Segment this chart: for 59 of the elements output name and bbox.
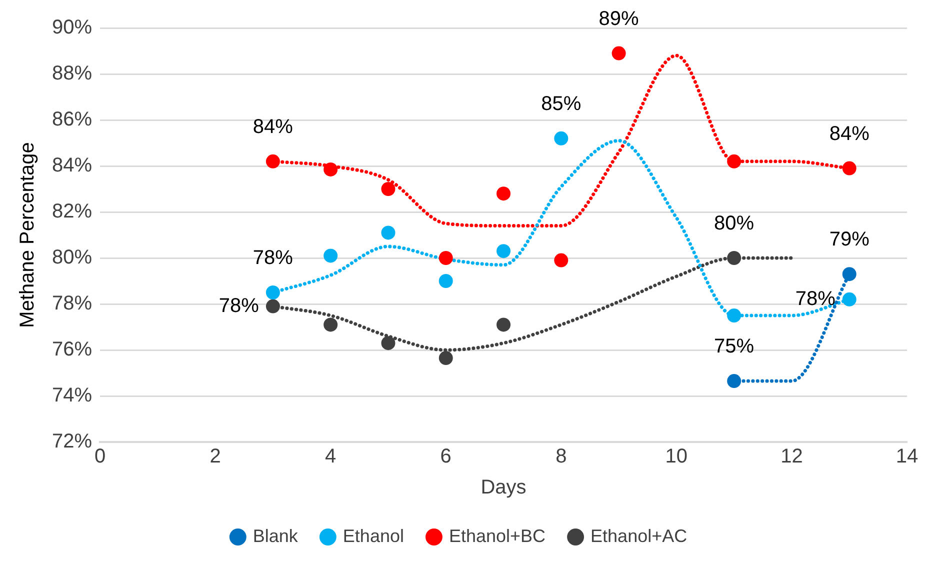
- y-tick-label: 86%: [52, 108, 92, 131]
- point: [727, 251, 742, 265]
- x-tick-label: 6: [440, 446, 452, 468]
- point: [496, 244, 511, 258]
- data-label: 78%: [795, 288, 836, 310]
- x-tick-label: 10: [665, 446, 688, 468]
- y-tick-label: 74%: [52, 384, 92, 407]
- data-label: 78%: [252, 247, 294, 270]
- x-tick-label: 4: [325, 446, 336, 468]
- x-tick-label: 12: [780, 446, 803, 468]
- y-tick-label: 84%: [52, 154, 92, 177]
- point: [381, 182, 396, 196]
- data-label: 89%: [598, 8, 640, 30]
- point: [727, 308, 742, 322]
- data-label: 84%: [252, 116, 294, 138]
- point: [496, 186, 511, 201]
- y-tick-label: 78%: [52, 292, 92, 315]
- y-tick-label: 80%: [52, 246, 92, 269]
- legend-label: Ethanol+AC: [590, 526, 688, 546]
- x-axis-title: Days: [480, 476, 526, 499]
- x-tick-label: 2: [210, 446, 221, 468]
- data-label: 78%: [218, 294, 260, 317]
- point: [438, 251, 453, 265]
- point: [727, 154, 742, 168]
- point: [842, 161, 856, 176]
- point: [381, 336, 396, 350]
- point: [324, 162, 338, 176]
- point: [496, 318, 511, 332]
- point: [324, 248, 338, 263]
- point: [438, 351, 453, 366]
- point: [381, 226, 396, 240]
- point: [266, 299, 280, 314]
- x-tick-label: 14: [896, 446, 918, 468]
- data-label: 84%: [829, 122, 870, 145]
- point: [554, 131, 568, 146]
- legend-label: Ethanol: [342, 526, 404, 546]
- x-tick-label: 0: [94, 446, 106, 468]
- data-label: 85%: [541, 92, 582, 115]
- y-tick-label: 88%: [52, 62, 92, 85]
- y-tick-label: 76%: [52, 338, 92, 361]
- y-tick-label: 72%: [52, 430, 92, 453]
- point: [727, 374, 742, 388]
- point: [266, 154, 280, 168]
- x-tick-label: 8: [556, 446, 567, 468]
- point: [438, 274, 453, 288]
- point: [554, 253, 568, 268]
- legend-label: Blank: [252, 526, 299, 546]
- data-label: 80%: [714, 212, 754, 235]
- point: [266, 286, 280, 300]
- data-label: 79%: [829, 228, 870, 251]
- y-tick-label: 90%: [52, 16, 92, 39]
- point: [842, 292, 856, 306]
- point: [324, 318, 338, 332]
- point: [842, 267, 856, 282]
- point: [612, 46, 626, 60]
- legend-label: Ethanol+BC: [448, 526, 546, 546]
- data-label: 75%: [714, 336, 754, 358]
- y-tick-label: 82%: [52, 200, 92, 223]
- y-axis-title: Methane Percentage: [16, 142, 39, 328]
